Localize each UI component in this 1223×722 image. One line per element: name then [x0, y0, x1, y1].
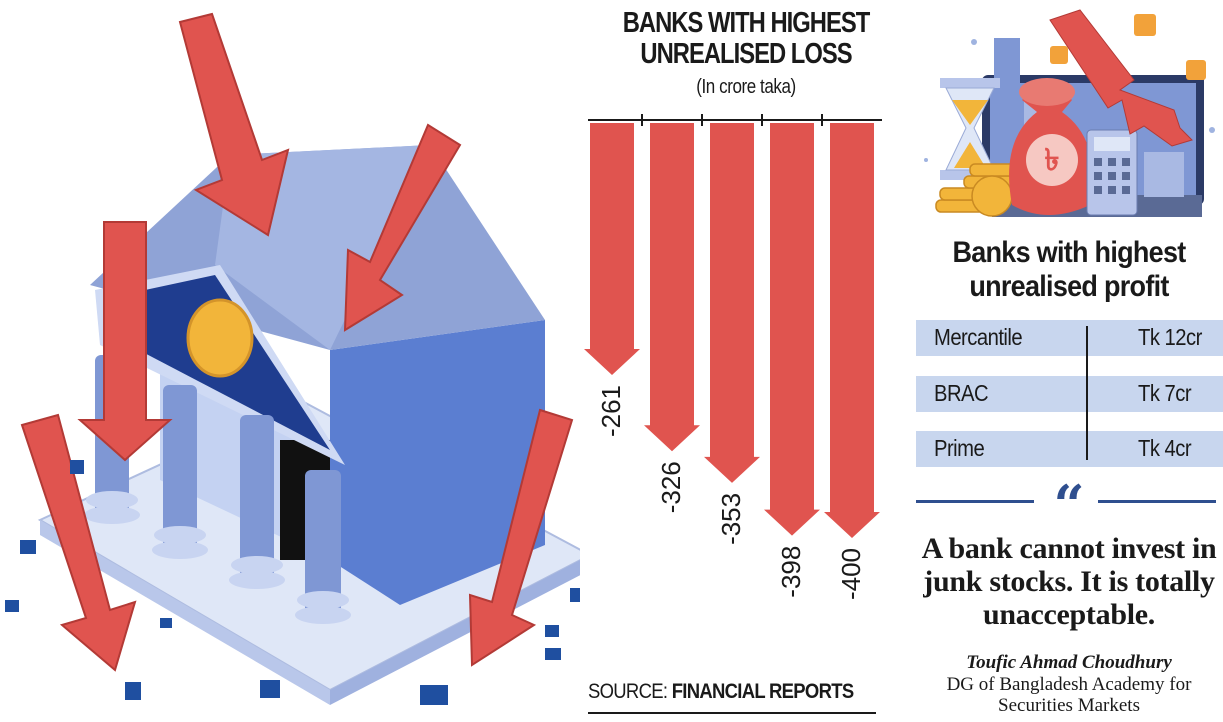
bank-name: BRAC: [934, 380, 989, 406]
table-divider: [1086, 326, 1088, 460]
bar-value-label: -261: [596, 385, 626, 437]
svg-text:৳: ৳: [1045, 143, 1060, 178]
bank-illustration: [5, 12, 580, 705]
table-row: BRAC Tk 7cr: [916, 376, 1223, 412]
profit-value: Tk 12cr: [1138, 324, 1202, 350]
profit-value: Tk 4cr: [1138, 435, 1192, 461]
loss-chart: -261 -326 -353 -398 -400: [584, 114, 882, 600]
down-arrow-icon: [20, 413, 137, 672]
loss-bar: [644, 123, 700, 452]
hourglass-icon: [940, 78, 1000, 180]
down-arrow-icon: [178, 12, 290, 237]
quote-text: A bank cannot invest in junk stocks. It …: [921, 532, 1217, 631]
money-bag-icon: ৳: [1009, 78, 1093, 215]
chart-subtitle: (In crore taka): [696, 76, 796, 98]
loss-bar: [824, 123, 880, 538]
profit-table-title: Banks with highest unrealised profit: [930, 236, 1207, 304]
chart-title-text: BANKS WITH HIGHEST UNREALISED LOSS: [622, 7, 870, 70]
loss-bar: [584, 123, 640, 375]
quote-rule-left: [916, 500, 1034, 503]
source-name: FINANCIAL REPORTS: [671, 680, 854, 703]
down-arrow-icon: [77, 221, 173, 462]
source-prefix: SOURCE:: [588, 680, 672, 703]
down-arrow-icon: [343, 123, 462, 332]
quote-mark-icon: “: [1053, 473, 1085, 537]
table-row: Prime Tk 4cr: [916, 431, 1223, 467]
money-illustration: ৳: [924, 9, 1215, 217]
bar-value-label: -400: [836, 548, 866, 600]
profit-title-line1: Banks with highest: [952, 236, 1186, 269]
coin-icon: [186, 298, 254, 378]
quote-rule-right: [1098, 500, 1216, 503]
downtrend-arrow-icon: [1049, 9, 1193, 147]
profit-table: Mercantile Tk 12cr BRAC Tk 7cr Prime Tk …: [916, 320, 1223, 470]
chart-title: BANKS WITH HIGHEST UNREALISED LOSS: [615, 8, 877, 70]
source-underline: [588, 712, 876, 714]
bank-wall: [330, 320, 545, 605]
bank-name: Prime: [934, 435, 985, 461]
quote-author-role: DG of Bangladesh Academy for Securities …: [946, 674, 1192, 716]
profit-title-line2: unrealised profit: [969, 270, 1169, 303]
bar-value-label: -353: [716, 493, 746, 545]
quote-author: Toufic Ahmad Choudhury: [966, 652, 1172, 673]
loss-bar: [704, 123, 760, 483]
loss-bar: [764, 123, 820, 536]
calculator-icon: [1086, 129, 1138, 216]
bank-name: Mercantile: [934, 324, 1023, 350]
source-line: SOURCE: FINANCIAL REPORTS: [588, 680, 854, 704]
down-arrow-icon: [468, 408, 574, 667]
table-row: Mercantile Tk 12cr: [916, 320, 1223, 356]
bar-value-label: -398: [776, 546, 806, 598]
bar-value-label: -326: [656, 461, 686, 513]
profit-value: Tk 7cr: [1138, 380, 1192, 406]
